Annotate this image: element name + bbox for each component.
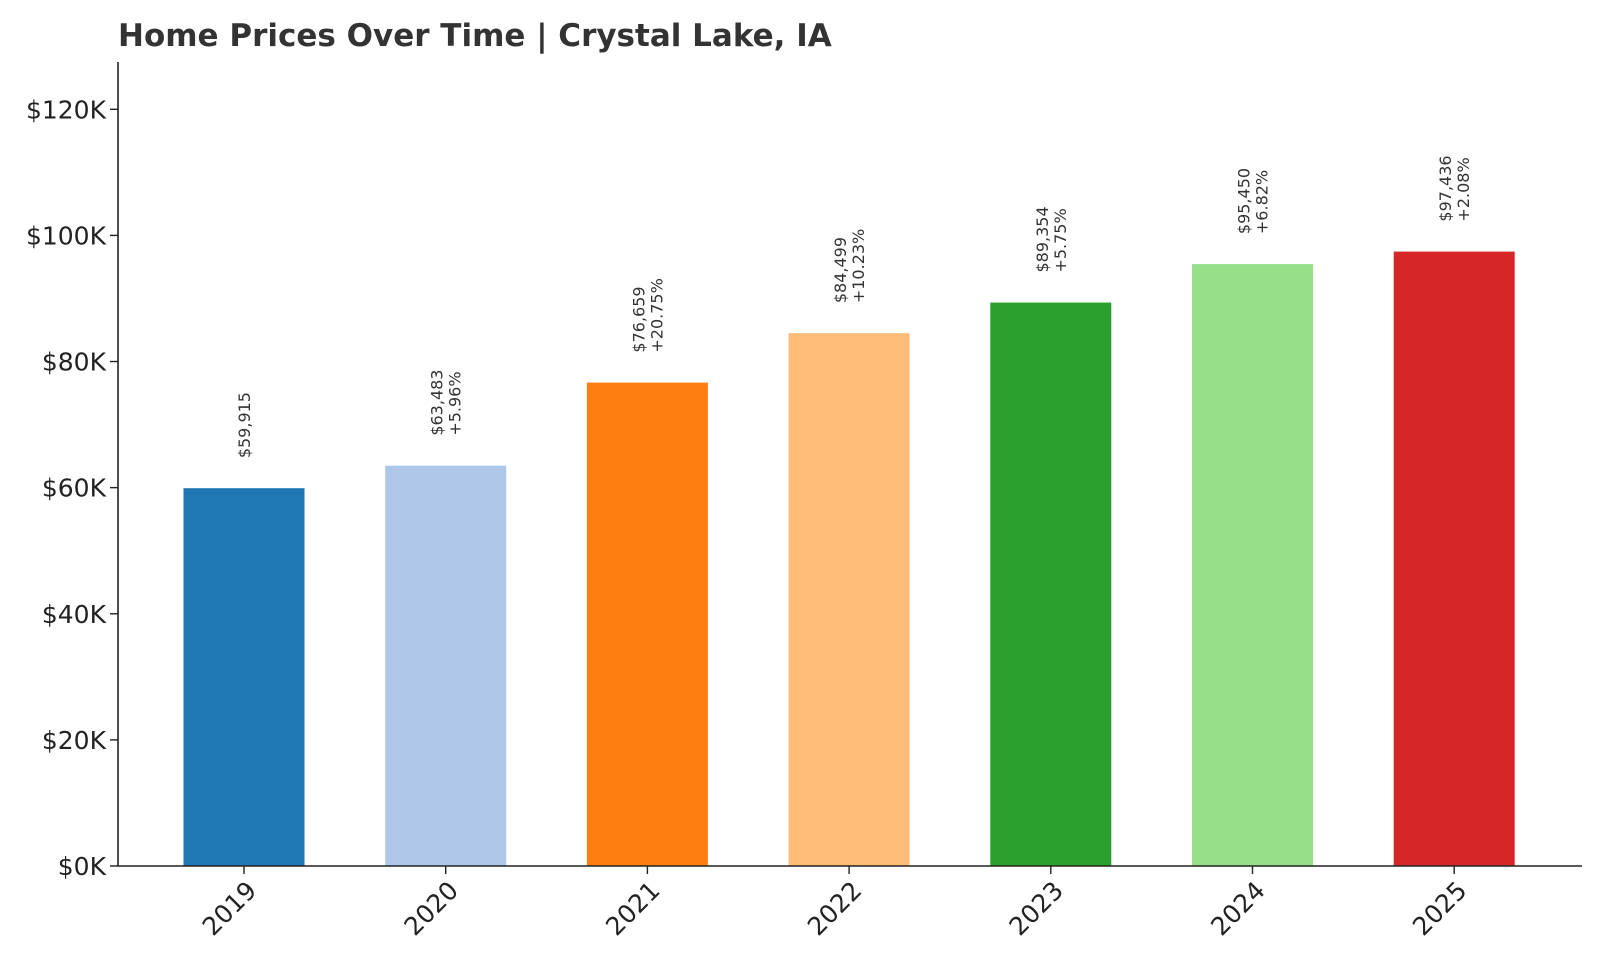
value-label-2025: $97,436: [1436, 155, 1455, 221]
change-label-2024: +6.82%: [1253, 170, 1272, 234]
bar-2022: [788, 333, 910, 866]
change-label-2025: +2.08%: [1454, 157, 1473, 221]
y-tick-label-6: $120K: [26, 95, 107, 124]
y-tick-label-1: $20K: [42, 726, 107, 755]
bars-layer: [183, 251, 1515, 866]
data-labels-layer: $59,915 $63,483 +5.96% $76,659 +20.75% $84,49…: [235, 155, 1473, 458]
y-axis: $0K $20K $40K $60K $80K $100K $120K: [26, 62, 119, 881]
bar-2020: [385, 465, 507, 866]
x-tick-label-2022: 2022: [802, 876, 867, 941]
value-label-2023: $89,354: [1033, 206, 1052, 272]
bar-2023: [990, 302, 1112, 866]
data-label-group-2023: $89,354 +5.75%: [1033, 206, 1070, 272]
data-label-group-2025: $97,436 +2.08%: [1436, 155, 1473, 221]
bar-2025: [1393, 251, 1515, 866]
x-tick-label-2024: 2024: [1205, 876, 1270, 941]
x-axis: 2019 2020 2021 2022 2023 2024 2025: [118, 865, 1582, 941]
data-label-group-2019: $59,915: [235, 392, 254, 458]
value-label-2022: $84,499: [831, 237, 850, 303]
y-tick-label-4: $80K: [42, 348, 107, 377]
value-label-2020: $63,483: [428, 370, 447, 436]
change-label-2022: +10.23%: [849, 229, 868, 303]
x-tick-label-2025: 2025: [1407, 876, 1472, 941]
bar-2021: [586, 382, 708, 866]
data-label-group-2020: $63,483 +5.96%: [428, 370, 465, 436]
value-label-2021: $76,659: [629, 286, 648, 352]
data-label-group-2024: $95,450 +6.82%: [1235, 168, 1272, 234]
y-tick-label-0: $0K: [58, 852, 107, 881]
chart-title: Home Prices Over Time | Crystal Lake, IA: [118, 18, 832, 54]
y-tick-label-3: $60K: [42, 474, 107, 503]
x-tick-label-2019: 2019: [197, 876, 262, 941]
change-label-2021: +20.75%: [647, 278, 666, 352]
change-label-2023: +5.75%: [1051, 208, 1070, 272]
bar-2019: [183, 488, 305, 866]
bar-2024: [1192, 264, 1313, 866]
y-tick-label-5: $100K: [26, 221, 107, 250]
change-label-2020: +5.96%: [446, 371, 465, 435]
x-tick-label-2023: 2023: [1004, 876, 1069, 941]
value-label-2019: $59,915: [235, 392, 254, 458]
data-label-group-2022: $84,499 +10.23%: [831, 229, 868, 303]
x-tick-label-2020: 2020: [398, 876, 463, 941]
x-tick-label-2021: 2021: [600, 876, 665, 941]
value-label-2024: $95,450: [1235, 168, 1254, 234]
data-label-group-2021: $76,659 +20.75%: [629, 278, 666, 352]
y-tick-label-2: $40K: [42, 600, 107, 629]
